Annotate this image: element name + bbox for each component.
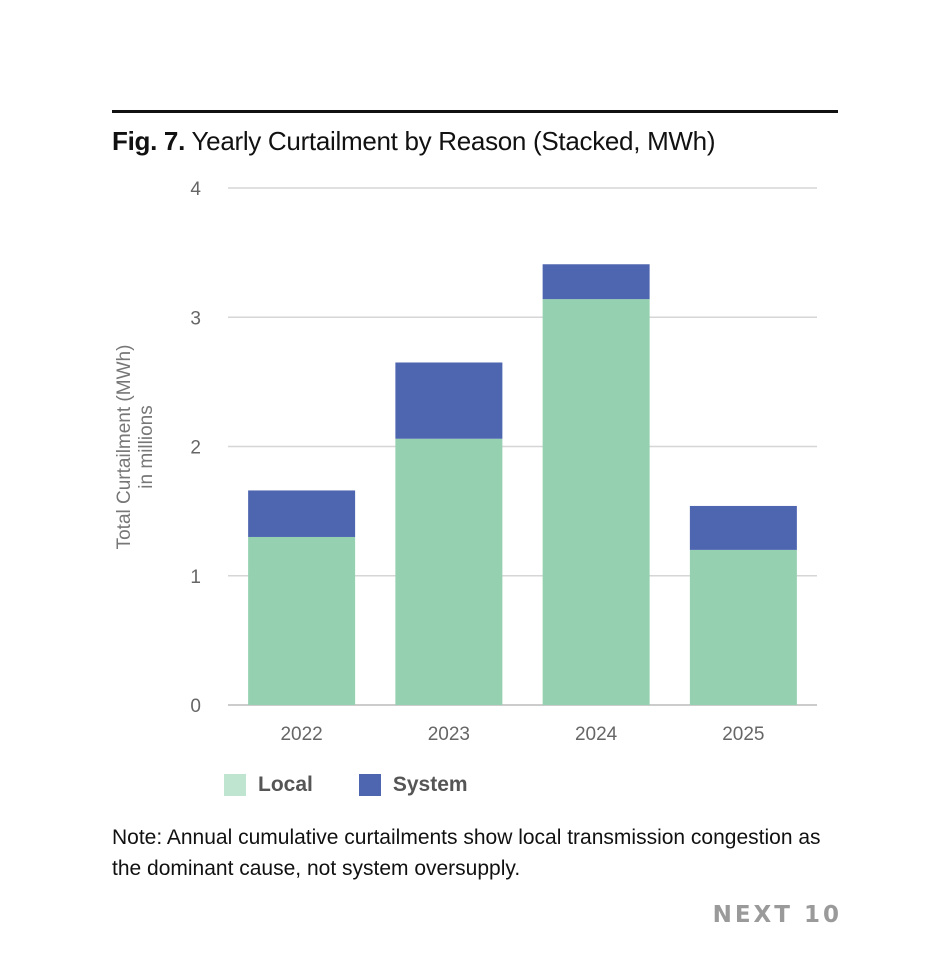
bar-system-2024	[542, 264, 650, 300]
figure-title-text: Yearly Curtailment by Reason (Stacked, M…	[191, 126, 716, 156]
y-axis-label-line: in millions	[136, 405, 157, 488]
bar-local-2022	[248, 536, 356, 705]
figure-note: Note: Annual cumulative curtailments sho…	[112, 826, 821, 880]
y-axis-label: Total Curtailment (MWh)in millions	[114, 345, 157, 550]
legend-item-system: System	[358, 773, 468, 797]
y-tick-label: 2	[190, 438, 201, 459]
bar-system-2023	[395, 362, 503, 439]
x-tick-label: 2024	[575, 724, 618, 745]
y-axis-label-line: Total Curtailment (MWh)	[114, 345, 135, 550]
bar-local-2025	[689, 549, 797, 705]
x-tick-label: 2023	[428, 724, 470, 745]
legend-item-local: Local	[224, 773, 313, 797]
y-tick-label: 3	[190, 308, 201, 329]
figure-label: Fig. 7.	[112, 126, 186, 156]
legend-swatch-local	[224, 774, 246, 796]
figure-title: Fig. 7. Yearly Curtailment by Reason (St…	[112, 126, 715, 157]
top-rule	[112, 110, 838, 113]
bar-system-2022	[248, 490, 356, 537]
legend-label-system: System	[392, 773, 468, 796]
y-tick-label: 4	[190, 179, 201, 200]
x-tick-label: 2022	[280, 724, 322, 745]
legend-swatch-system	[358, 774, 381, 796]
y-tick-label: 1	[190, 567, 201, 588]
bar-system-2025	[689, 505, 797, 550]
legend: Local System	[224, 773, 468, 797]
y-tick-label: 0	[190, 696, 201, 717]
legend-label-local: Local	[258, 773, 313, 796]
x-tick-label: 2025	[722, 724, 764, 745]
bar-local-2024	[542, 299, 650, 705]
brand-logo: NEXT 10	[712, 902, 842, 928]
bar-local-2023	[395, 438, 503, 705]
